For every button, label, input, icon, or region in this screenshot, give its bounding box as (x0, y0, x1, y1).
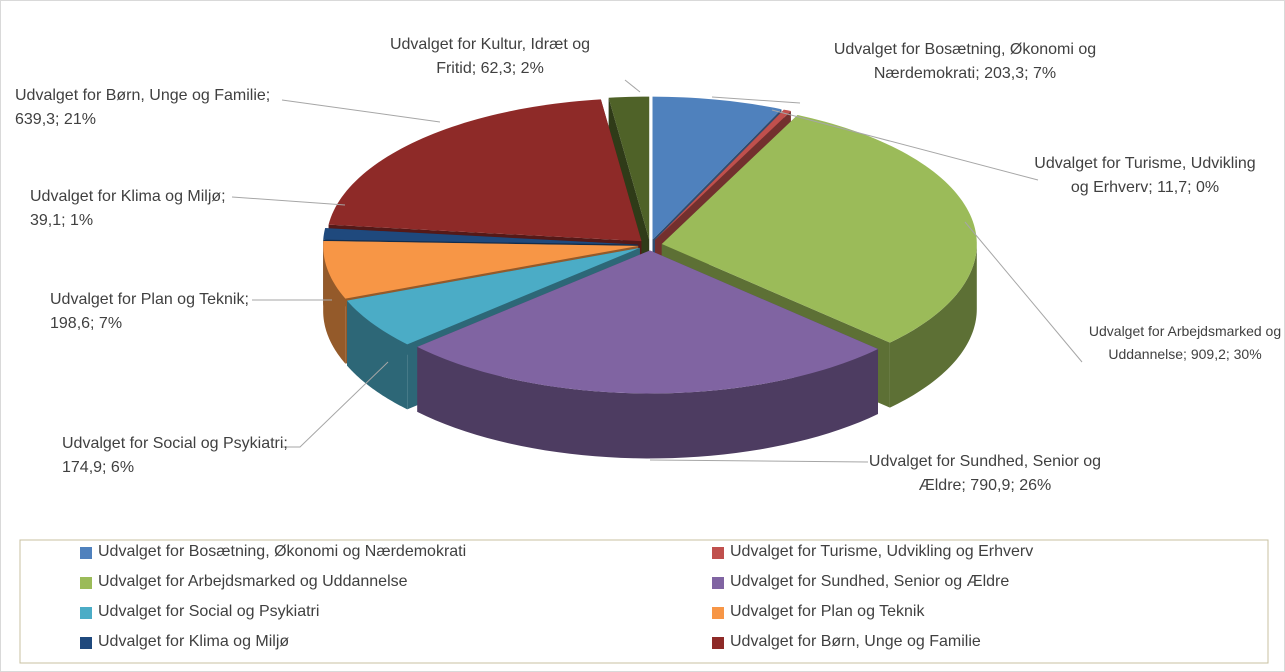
legend-label: Udvalget for Arbejdsmarked og Uddannelse (98, 573, 408, 590)
legend-swatch (712, 577, 724, 589)
legend-swatch (80, 607, 92, 619)
legend-label: Udvalget for Børn, Unge og Familie (730, 633, 981, 650)
slice (652, 96, 782, 240)
slice (346, 247, 640, 345)
leader-line (282, 361, 389, 448)
slice-side (889, 244, 977, 408)
data-label: Udvalget for Sundhed, Senior og Ældre; 7… (868, 453, 1102, 494)
data-label: Udvalget for Turisme, Udvikling og Erhve… (1034, 155, 1256, 196)
slice (328, 99, 642, 242)
leader-line (649, 459, 869, 463)
legend-swatch (712, 607, 724, 619)
data-label: Udvalget for Kultur, Idræt og Fritid; 62… (389, 36, 591, 77)
legend-swatch (712, 547, 724, 559)
data-label: Udvalget for Bosætning, Økonomi og Nærde… (833, 41, 1097, 82)
data-label: Udvalget for Plan og Teknik; 198,6; 7% (50, 291, 249, 332)
slice (661, 114, 977, 343)
slice-side (346, 300, 408, 410)
data-label: Udvalget for Klima og Miljø; 39,1; 1% (30, 188, 226, 229)
slice (608, 96, 650, 240)
data-label: Udvalget for Social og Psykiatri; 174,9;… (62, 435, 288, 476)
legend-label: Udvalget for Bosætning, Økonomi og Nærde… (98, 543, 467, 560)
data-label: Udvalget for Arbejdsmarked og Uddannelse… (1088, 323, 1282, 362)
leader-line (964, 221, 1083, 363)
legend-label: Udvalget for Sundhed, Senior og Ældre (730, 573, 1010, 590)
legend-label: Udvalget for Social og Psykiatri (98, 603, 320, 620)
slice (655, 109, 791, 241)
slice (417, 250, 878, 394)
legend-label: Udvalget for Turisme, Udvikling og Erhve… (730, 543, 1034, 560)
leader-line (711, 96, 801, 104)
legend-label: Udvalget for Klima og Miljø (98, 633, 290, 650)
legend-swatch (80, 637, 92, 649)
slice (323, 228, 639, 245)
leader-line (231, 196, 346, 206)
slice-side (323, 245, 346, 364)
legend-label: Udvalget for Plan og Teknik (730, 603, 925, 620)
slice (323, 240, 639, 299)
leader-line (624, 79, 641, 93)
legend-swatch (712, 637, 724, 649)
legend-box (19, 539, 1269, 664)
data-label: Udvalget for Børn, Unge og Familie; 639,… (15, 87, 271, 128)
legend-swatch (80, 577, 92, 589)
leader-line (771, 109, 1039, 181)
leader-line (281, 99, 441, 123)
legend-swatch (80, 547, 92, 559)
slice-side (417, 346, 878, 459)
